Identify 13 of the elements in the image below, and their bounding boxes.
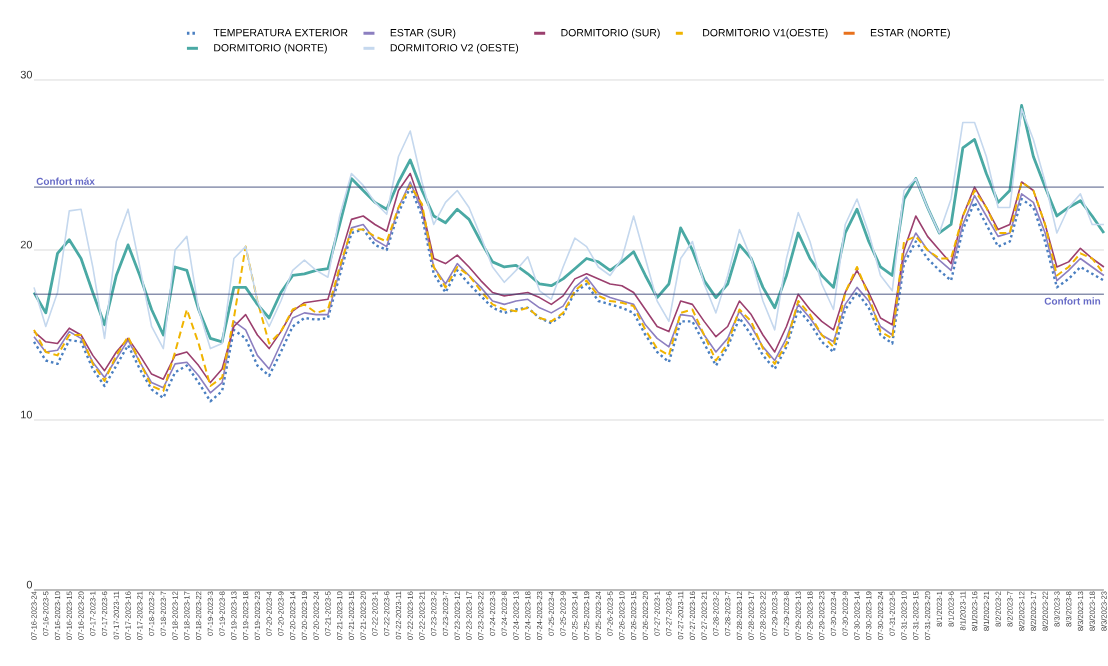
y-tick-label: 20 xyxy=(20,240,33,249)
ref-line-label: Confort min xyxy=(1044,297,1101,305)
legend-label: DORMITORIO V1(OESTE) xyxy=(703,28,828,39)
ref-line-label: Confort máx xyxy=(36,177,95,185)
legend-label: DORMITORIO (SUR) xyxy=(561,28,660,39)
legend-label: TEMPERATURA EXTERIOR xyxy=(213,28,348,37)
legend-label: DORMITORIO (NORTE) xyxy=(214,43,327,54)
y-tick-label: 30 xyxy=(20,70,33,79)
legend-label: DORMITORIO V2 (OESTE) xyxy=(390,43,519,54)
legend-label: ESTAR (SUR) xyxy=(390,28,456,39)
y-tick-label: 0 xyxy=(26,580,33,589)
y-tick-label: 10 xyxy=(21,410,33,419)
legend-label: ESTAR (NORTE) xyxy=(870,28,950,39)
